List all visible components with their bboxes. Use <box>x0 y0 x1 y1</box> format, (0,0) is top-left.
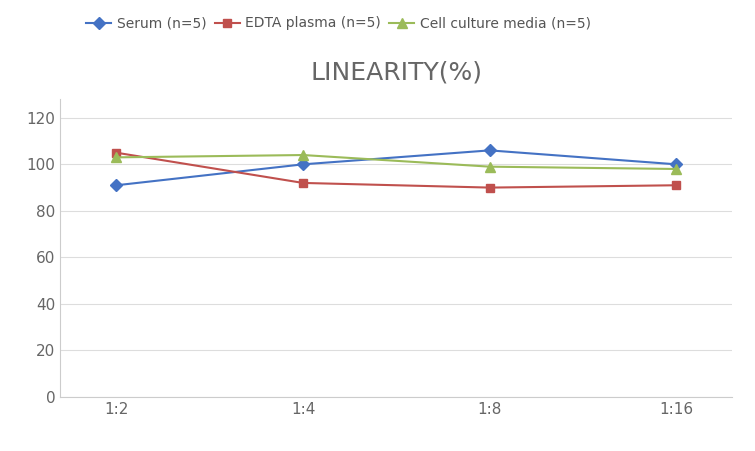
Title: LINEARITY(%): LINEARITY(%) <box>310 61 482 85</box>
Legend: Serum (n=5), EDTA plasma (n=5), Cell culture media (n=5): Serum (n=5), EDTA plasma (n=5), Cell cul… <box>81 11 596 36</box>
